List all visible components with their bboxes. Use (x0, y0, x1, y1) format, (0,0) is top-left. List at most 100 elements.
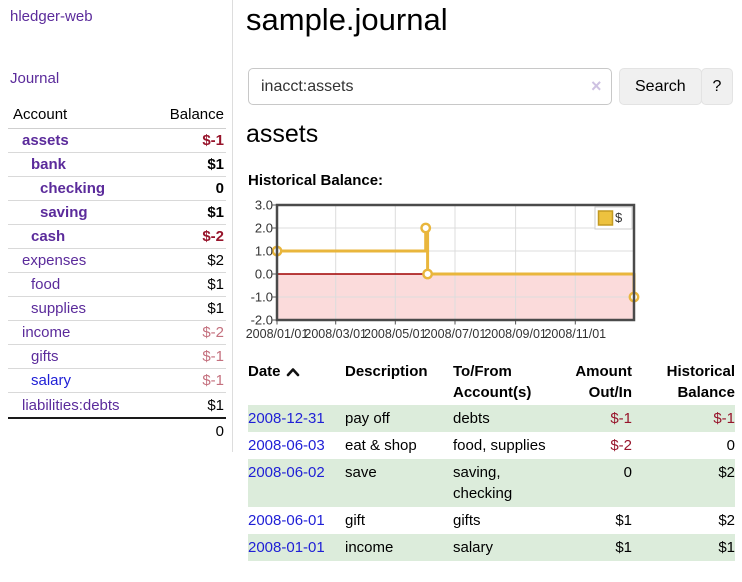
transaction-date-link[interactable]: 2008-12-31 (248, 410, 325, 427)
chart-heading: Historical Balance: (248, 172, 384, 189)
account-balance: $2 (207, 252, 224, 269)
account-row-assets: assets $-1 (8, 129, 226, 153)
account-row-expenses: expenses $2 (8, 249, 226, 273)
column-header-date[interactable]: Date (248, 360, 345, 405)
transaction-amount: $-2 (610, 437, 632, 454)
account-link-checking[interactable]: checking (40, 180, 106, 197)
transaction-description: gift (345, 512, 366, 529)
account-link-bank[interactable]: bank (31, 156, 67, 173)
account-row-cash: cash $-2 (8, 225, 226, 249)
sidebar-divider (232, 0, 233, 452)
account-row-income: income $-2 (8, 321, 226, 345)
account-balance: $1 (207, 300, 224, 317)
svg-text:2008/09/01: 2008/09/01 (484, 327, 547, 341)
svg-text:1.0: 1.0 (255, 244, 273, 259)
legend-series-label: $ (615, 210, 623, 225)
sidebar: hledger-web Journal Account Balance asse… (0, 0, 232, 582)
account-row-checking: checking 0 (8, 177, 226, 201)
accounts-tree: Account Balance assets $-1 bank $1 check… (8, 101, 226, 443)
account-link-supplies[interactable]: supplies (31, 300, 87, 317)
transaction-accounts: salary (453, 539, 494, 556)
chart-legend: $ (594, 206, 633, 230)
account-balance: $-1 (202, 348, 224, 365)
svg-text:2008/07/01: 2008/07/01 (424, 327, 487, 341)
sidebar-item-journal[interactable]: Journal (10, 70, 60, 87)
transaction-accounts: debts (453, 410, 490, 427)
account-link-expenses[interactable]: expenses (22, 252, 87, 269)
account-balance: $1 (207, 156, 224, 173)
column-header-date-label: Date (248, 363, 281, 380)
column-header-accounts: To/From Account(s) (453, 363, 532, 401)
clear-search-icon[interactable]: × (591, 76, 602, 96)
account-link-gifts[interactable]: gifts (31, 348, 59, 365)
accounts-total-row: 0 (8, 417, 226, 443)
transaction-description: save (345, 464, 377, 481)
account-balance: $1 (207, 396, 224, 414)
transaction-description: eat & shop (345, 437, 417, 454)
account-link-liabilities-debts[interactable]: liabilities:debts (22, 396, 120, 414)
app-brand-link[interactable]: hledger-web (10, 8, 93, 25)
page-title: sample.journal (246, 2, 448, 37)
chart-border (275, 203, 636, 322)
account-row-salary: salary $-1 (8, 369, 226, 393)
transaction-balance: $2 (718, 512, 735, 529)
transaction-accounts: saving, checking (453, 464, 513, 502)
y-axis-labels: 3.0 2.0 1.0 0.0 -1.0 -2.0 (251, 198, 273, 328)
svg-text:-1.0: -1.0 (251, 290, 273, 305)
account-balance: $-1 (202, 372, 224, 389)
search-button[interactable]: Search (619, 68, 702, 105)
transaction-amount: $-1 (610, 410, 632, 427)
account-link-salary[interactable]: salary (31, 372, 72, 389)
account-row-saving: saving $1 (8, 201, 226, 225)
transaction-balance: $2 (718, 464, 735, 481)
transaction-description: income (345, 539, 394, 556)
transaction-date-link[interactable]: 2008-06-01 (248, 512, 325, 529)
svg-text:2008/11/01: 2008/11/01 (544, 327, 606, 341)
account-balance: $1 (207, 276, 224, 293)
account-link-food[interactable]: food (31, 276, 61, 293)
svg-text:2008/03/01: 2008/03/01 (304, 327, 367, 341)
account-row-food: food $1 (8, 273, 226, 297)
column-header-balance: Historical Balance (666, 363, 735, 401)
transaction-accounts: gifts (453, 512, 481, 529)
transaction-date-link[interactable]: 2008-01-01 (248, 539, 325, 556)
account-balance: 0 (215, 180, 224, 197)
chart-gridlines (277, 205, 634, 320)
account-balance: $1 (207, 204, 224, 221)
account-row-bank: bank $1 (8, 153, 226, 177)
svg-text:2.0: 2.0 (255, 221, 273, 236)
account-row-supplies: supplies $1 (8, 297, 226, 321)
svg-text:3.0: 3.0 (255, 198, 273, 213)
search-input[interactable] (248, 68, 612, 105)
transaction-row: 2008-01-01 income salary $1 $1 (248, 534, 735, 561)
transaction-amount: 0 (623, 464, 632, 481)
transaction-row: 2008-06-03 eat & shop food, supplies $-2… (248, 432, 735, 459)
account-link-cash[interactable]: cash (31, 228, 66, 245)
accounts-total-balance: 0 (215, 422, 224, 440)
account-row-gifts: gifts $-1 (8, 345, 226, 369)
column-header-description: Description (345, 363, 428, 380)
svg-text:2008/05/01: 2008/05/01 (364, 327, 427, 341)
help-button[interactable]: ? (701, 68, 733, 105)
transaction-accounts: food, supplies (453, 437, 546, 454)
account-link-saving[interactable]: saving (40, 204, 88, 221)
transaction-balance: $-1 (713, 410, 735, 427)
account-balance: $-1 (202, 132, 224, 149)
column-header-amount: Amount Out/In (575, 363, 632, 401)
accounts-header-account: Account (13, 106, 68, 123)
account-balance: $-2 (202, 228, 224, 245)
transaction-amount: $1 (615, 512, 632, 529)
account-link-income[interactable]: income (22, 324, 71, 341)
account-row-liabilities-debts: liabilities:debts $1 (8, 393, 226, 417)
account-link-assets[interactable]: assets (22, 132, 69, 149)
transaction-date-link[interactable]: 2008-06-03 (248, 437, 325, 454)
transaction-row: 2008-06-02 save saving, checking 0 $2 (248, 459, 735, 507)
register-table: Date Description To/From Account(s) Amou… (248, 360, 735, 561)
accounts-header-row: Account Balance (8, 101, 226, 129)
transaction-row: 2008-06-01 gift gifts $1 $2 (248, 507, 735, 534)
account-heading: assets (246, 120, 319, 148)
transaction-date-link[interactable]: 2008-06-02 (248, 464, 325, 481)
legend-series-swatch (597, 210, 614, 226)
transaction-description: pay off (345, 410, 390, 427)
svg-text:0.0: 0.0 (255, 267, 273, 282)
